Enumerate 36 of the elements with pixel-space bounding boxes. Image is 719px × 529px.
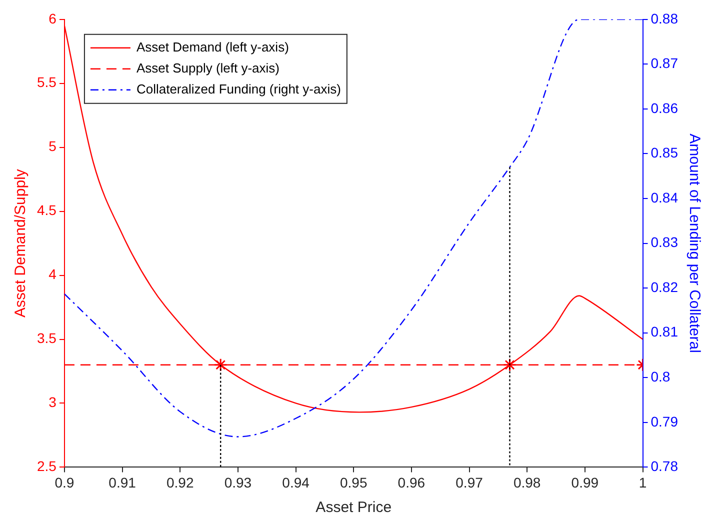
- x-tick-label: 0.91: [108, 474, 136, 490]
- legend-label: Asset Supply (left y-axis): [136, 60, 280, 76]
- x-tick-label: 0.98: [513, 474, 541, 490]
- y2-tick-label: 0.86: [650, 100, 678, 116]
- legend-label: Collateralized Funding (right y-axis): [136, 81, 341, 96]
- x-tick-label: 0.97: [456, 474, 484, 490]
- y2-tick-label: 0.88: [650, 10, 678, 26]
- y2-tick-label: 0.78: [650, 458, 678, 474]
- y-tick-label: 3: [48, 394, 57, 410]
- y2-tick-label: 0.84: [650, 189, 678, 206]
- x-tick-label: 0.92: [166, 474, 194, 490]
- x-tick-label: 0.93: [224, 474, 252, 490]
- y-tick-label: 5: [48, 138, 57, 154]
- y-tick-label: 4: [48, 266, 57, 282]
- y2-tick-label: 0.87: [650, 55, 678, 72]
- y-tick-label: 2.5: [36, 458, 57, 474]
- x-axis-title: Asset Price: [316, 499, 392, 516]
- y2-tick-label: 0.79: [650, 413, 678, 430]
- x-tick-label: 0.94: [282, 474, 310, 490]
- y2-tick-label: 0.81: [650, 324, 678, 340]
- y-tick-label: 3.5: [36, 330, 57, 346]
- y2-tick-label: 0.8: [650, 368, 670, 384]
- x-tick-label: 0.9: [54, 474, 74, 490]
- y2-tick-label: 0.83: [650, 234, 678, 250]
- y-tick-label: 5.5: [36, 74, 57, 90]
- y2-axis-title: Amount of Lending per Collateral: [686, 134, 703, 353]
- y2-tick-label: 0.85: [650, 144, 678, 161]
- x-tick-label: 1: [638, 474, 647, 490]
- x-tick-label: 0.99: [571, 474, 599, 490]
- y-axis-title: Asset Demand/Supply: [12, 168, 30, 318]
- y2-tick-label: 0.82: [650, 278, 678, 295]
- y-tick-label: 6: [48, 10, 57, 26]
- x-tick-label: 0.96: [398, 474, 426, 490]
- y-tick-label: 4.5: [36, 202, 57, 218]
- x-tick-label: 0.95: [340, 474, 368, 490]
- legend-label: Asset Demand (left y-axis): [136, 39, 289, 54]
